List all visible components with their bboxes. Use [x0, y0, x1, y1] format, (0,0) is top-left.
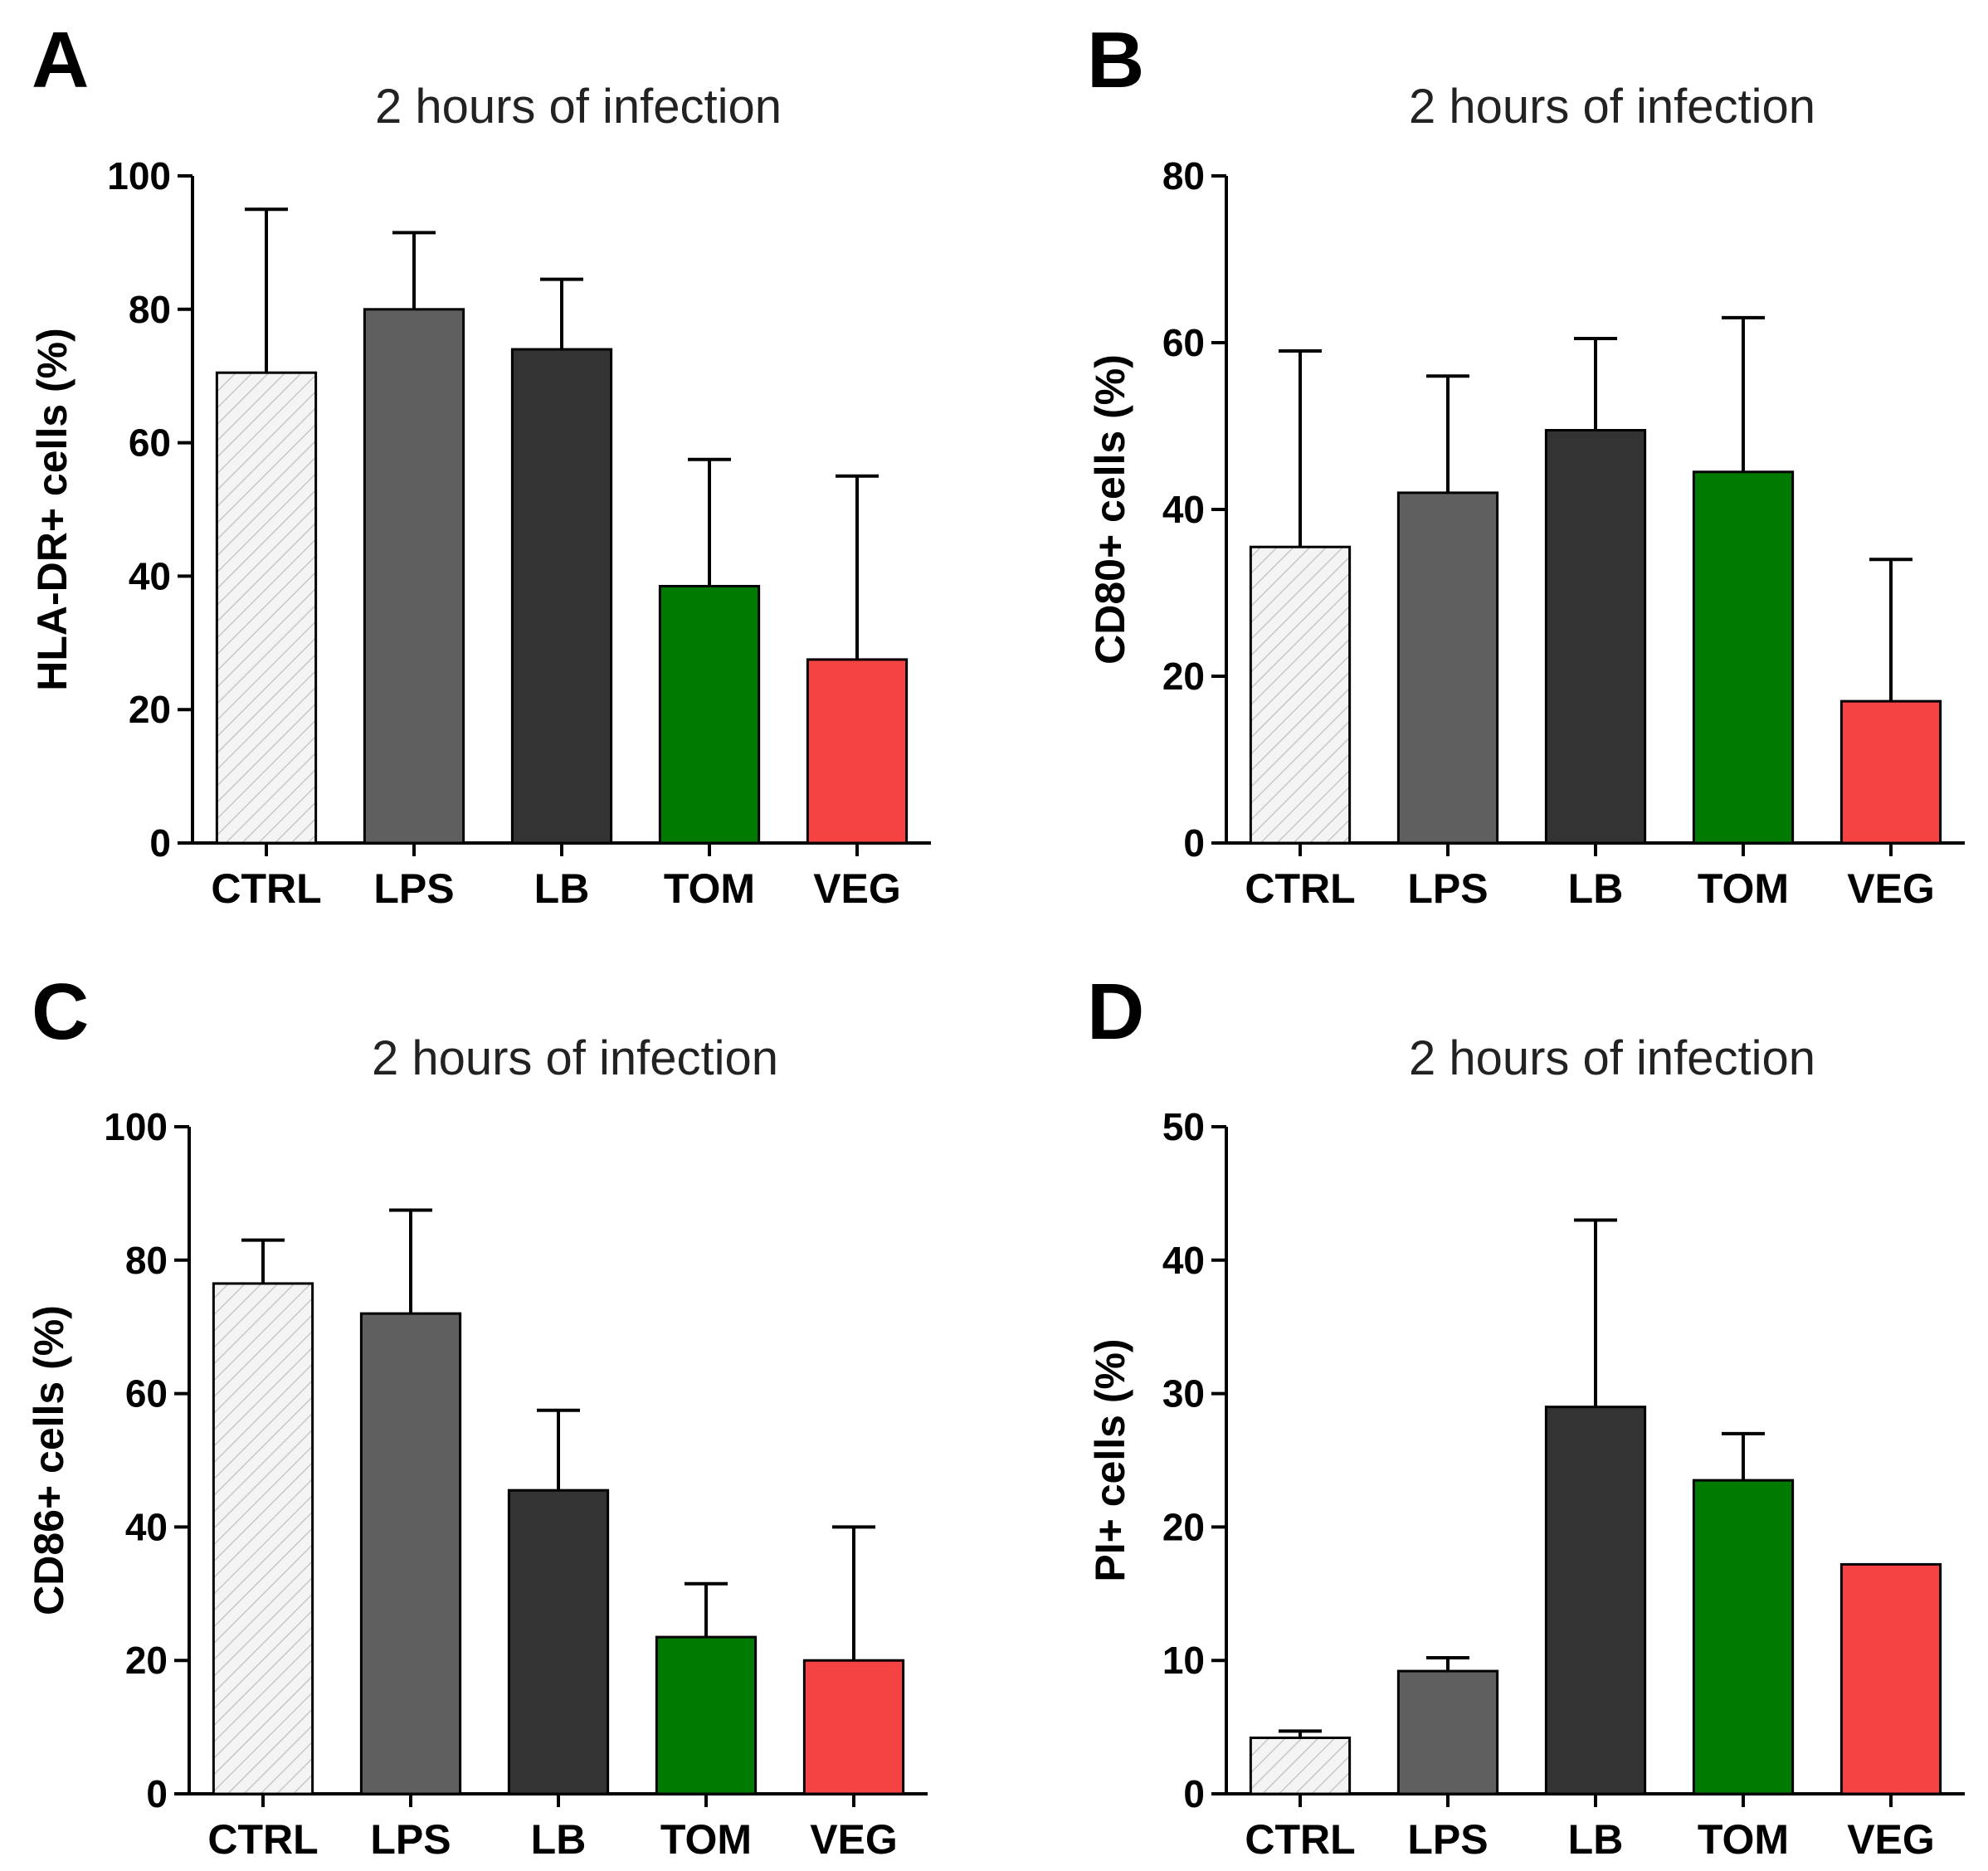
panel-c: C 2 hours of infection CD86+ cells (%) 0 20 4…	[26, 967, 928, 1863]
panel-d-y-tick-label: 20	[1162, 1505, 1205, 1548]
panel-b-bar-lps	[1396, 491, 1499, 845]
panel-d-x-tick-label-lb: LB	[1568, 1816, 1624, 1863]
panel-b-x-tick-label-lb: LB	[1568, 865, 1624, 912]
panel-a-title: 2 hours of infection	[375, 80, 782, 134]
panel-b-x-tick-label-lps: LPS	[1407, 865, 1488, 912]
panel-a-x-tick-label-tom: TOM	[664, 865, 755, 912]
panel-c-y-tick-label: 80	[125, 1239, 168, 1282]
panel-b-y-tick-label: 20	[1162, 655, 1205, 698]
panel-b-x-tick-label-tom: TOM	[1698, 865, 1789, 912]
panel-b-y-tick-label: 80	[1162, 154, 1205, 197]
panel-a-x-tick-label-veg: VEG	[813, 865, 901, 912]
panel-a: A 2 hours of infection HLA-DR+ cells (%) 0 2…	[29, 16, 931, 912]
panel-b-x-tick-label-ctrl: CTRL	[1245, 865, 1355, 912]
panel-d-title: 2 hours of infection	[1409, 1031, 1815, 1085]
panel-d-bar-veg	[1839, 1562, 1942, 1795]
panel-b-y-tick-label: 40	[1162, 488, 1205, 531]
panel-d-y-axis-label: PI+ cells (%)	[1087, 1338, 1133, 1581]
panel-a-x-tick-label-ctrl: CTRL	[211, 865, 321, 912]
panel-c-x-tick-label-lps: LPS	[370, 1816, 451, 1863]
panel-a-letter: A	[32, 16, 89, 105]
panel-d-x-tick-label-tom: TOM	[1698, 1816, 1789, 1863]
panel-c-bar-tom	[655, 1635, 758, 1795]
panel-c-y-tick-label: 0	[146, 1772, 168, 1815]
panel-d-x-tick-label-veg: VEG	[1847, 1816, 1935, 1863]
panel-b-x-tick-label-veg: VEG	[1847, 865, 1935, 912]
panel-c-y-tick-label: 20	[125, 1639, 168, 1682]
panel-a-y-tick-label: 20	[129, 688, 171, 731]
panel-c-y-tick-label: 40	[125, 1505, 168, 1548]
panel-a-x-tick-label-lps: LPS	[373, 865, 454, 912]
panel-c-y-axis-label: CD86+ cells (%)	[26, 1305, 72, 1615]
panel-a-y-tick-label: 40	[129, 554, 171, 597]
panel-b-y-axis-label: CD80+ cells (%)	[1087, 354, 1133, 665]
panel-d-bar-ctrl	[1249, 1736, 1352, 1795]
panel-a-x-tick-label-lb: LB	[534, 865, 590, 912]
panel-a-bar-ctrl	[215, 371, 318, 845]
panel-c-y-tick-label: 100	[104, 1105, 168, 1148]
panel-d-y-tick-label: 30	[1162, 1372, 1205, 1415]
panel-b-y-tick-label: 60	[1162, 321, 1205, 364]
panel-d-x-tick-label-ctrl: CTRL	[1245, 1816, 1355, 1863]
panel-a-y-tick-label: 0	[149, 821, 171, 865]
panel-a-bar-tom	[658, 584, 761, 845]
panel-a-bar-veg	[806, 658, 909, 845]
panel-c-bar-lps	[359, 1312, 462, 1795]
panel-c-x-tick-label-veg: VEG	[810, 1816, 898, 1863]
panel-b-letter: B	[1087, 16, 1144, 105]
panel-d: D 2 hours of infection PI+ cells (%) 0 10 20 3…	[1087, 967, 1965, 1863]
panel-a-bar-lb	[510, 348, 613, 845]
panel-c-y-tick-label: 60	[125, 1372, 168, 1415]
panel-d-y-tick-label: 40	[1162, 1239, 1205, 1282]
panel-b: B 2 hours of infection CD80+ cells (%) 0 20 4…	[1087, 16, 1965, 912]
panel-c-x-tick-label-tom: TOM	[660, 1816, 752, 1863]
panel-d-y-tick-label: 0	[1183, 1772, 1205, 1815]
panel-a-y-tick-label: 100	[107, 154, 171, 197]
panel-b-bar-tom	[1692, 470, 1795, 845]
panel-a-bar-lps	[363, 308, 465, 845]
panel-c-title: 2 hours of infection	[372, 1031, 778, 1085]
panel-c-bar-lb	[507, 1489, 610, 1795]
panel-c-bar-ctrl	[212, 1282, 314, 1795]
panel-b-title: 2 hours of infection	[1409, 80, 1815, 134]
panel-b-bar-ctrl	[1249, 545, 1352, 845]
panel-d-y-tick-label: 50	[1162, 1105, 1205, 1148]
panel-d-bar-lb	[1544, 1406, 1647, 1795]
panel-c-x-tick-label-ctrl: CTRL	[207, 1816, 318, 1863]
panel-a-y-axis-label: HLA-DR+ cells (%)	[29, 328, 76, 691]
panel-b-bar-veg	[1839, 699, 1942, 845]
panel-a-y-tick-label: 60	[129, 421, 171, 465]
panel-c-bar-veg	[802, 1659, 905, 1795]
panel-d-letter: D	[1087, 967, 1144, 1056]
panel-d-x-tick-label-lps: LPS	[1407, 1816, 1488, 1863]
panel-d-bar-tom	[1692, 1479, 1795, 1795]
panel-d-bar-lps	[1396, 1669, 1499, 1795]
panel-c-letter: C	[32, 967, 89, 1056]
panel-c-x-tick-label-lb: LB	[531, 1816, 587, 1863]
panel-a-y-tick-label: 80	[129, 288, 171, 331]
panel-b-y-tick-label: 0	[1183, 821, 1205, 865]
panel-b-bar-lb	[1544, 429, 1647, 845]
panel-d-y-tick-label: 10	[1162, 1639, 1205, 1682]
